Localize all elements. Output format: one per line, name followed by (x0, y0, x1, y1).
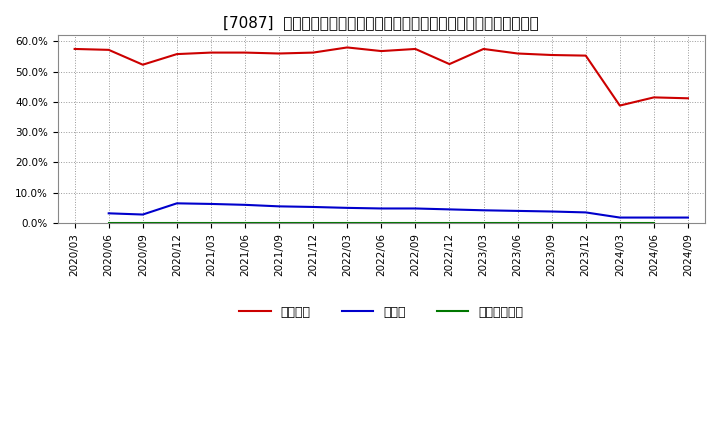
自己資本 (377, 48, 386, 54)
のれん (684, 215, 693, 220)
のれん (275, 204, 284, 209)
繰延税金資産 (104, 220, 113, 225)
のれん (445, 207, 454, 212)
繰延税金資産 (547, 220, 556, 225)
自己資本 (138, 62, 147, 67)
のれん (240, 202, 249, 208)
繰延税金資産 (207, 220, 215, 225)
自己資本 (513, 51, 522, 56)
自己資本 (582, 53, 590, 58)
のれん (343, 205, 351, 210)
のれん (173, 201, 181, 206)
自己資本 (649, 95, 658, 100)
Legend: 自己資本, のれん, 繰延税金資産: 自己資本, のれん, 繰延税金資産 (235, 301, 528, 323)
Line: のれん: のれん (109, 203, 688, 217)
繰延税金資産 (240, 220, 249, 225)
繰延税金資産 (173, 220, 181, 225)
自己資本 (343, 45, 351, 50)
のれん (547, 209, 556, 214)
のれん (104, 211, 113, 216)
のれん (207, 201, 215, 206)
繰延税金資産 (513, 220, 522, 225)
のれん (513, 208, 522, 213)
自己資本 (104, 47, 113, 52)
自己資本 (684, 95, 693, 101)
自己資本 (309, 50, 318, 55)
自己資本 (616, 103, 624, 108)
のれん (377, 206, 386, 211)
Line: 自己資本: 自己資本 (75, 48, 688, 106)
のれん (309, 204, 318, 209)
繰延税金資産 (275, 220, 284, 225)
自己資本 (411, 46, 420, 51)
繰延税金資産 (616, 220, 624, 225)
のれん (138, 212, 147, 217)
自己資本 (207, 50, 215, 55)
自己資本 (480, 46, 488, 51)
Title: [7087]  自己資本、のれん、繰延税金資産の総資産に対する比率の推移: [7087] 自己資本、のれん、繰延税金資産の総資産に対する比率の推移 (223, 15, 539, 30)
のれん (649, 215, 658, 220)
繰延税金資産 (377, 220, 386, 225)
のれん (411, 206, 420, 211)
繰延税金資産 (343, 220, 351, 225)
のれん (582, 210, 590, 215)
のれん (480, 208, 488, 213)
自己資本 (275, 51, 284, 56)
繰延税金資産 (411, 220, 420, 225)
繰延税金資産 (445, 220, 454, 225)
自己資本 (547, 52, 556, 58)
のれん (616, 215, 624, 220)
自己資本 (71, 46, 79, 51)
繰延税金資産 (138, 220, 147, 225)
繰延税金資産 (309, 220, 318, 225)
繰延税金資産 (480, 220, 488, 225)
自己資本 (445, 62, 454, 67)
自己資本 (173, 51, 181, 57)
繰延税金資産 (649, 220, 658, 225)
自己資本 (240, 50, 249, 55)
繰延税金資産 (582, 220, 590, 225)
